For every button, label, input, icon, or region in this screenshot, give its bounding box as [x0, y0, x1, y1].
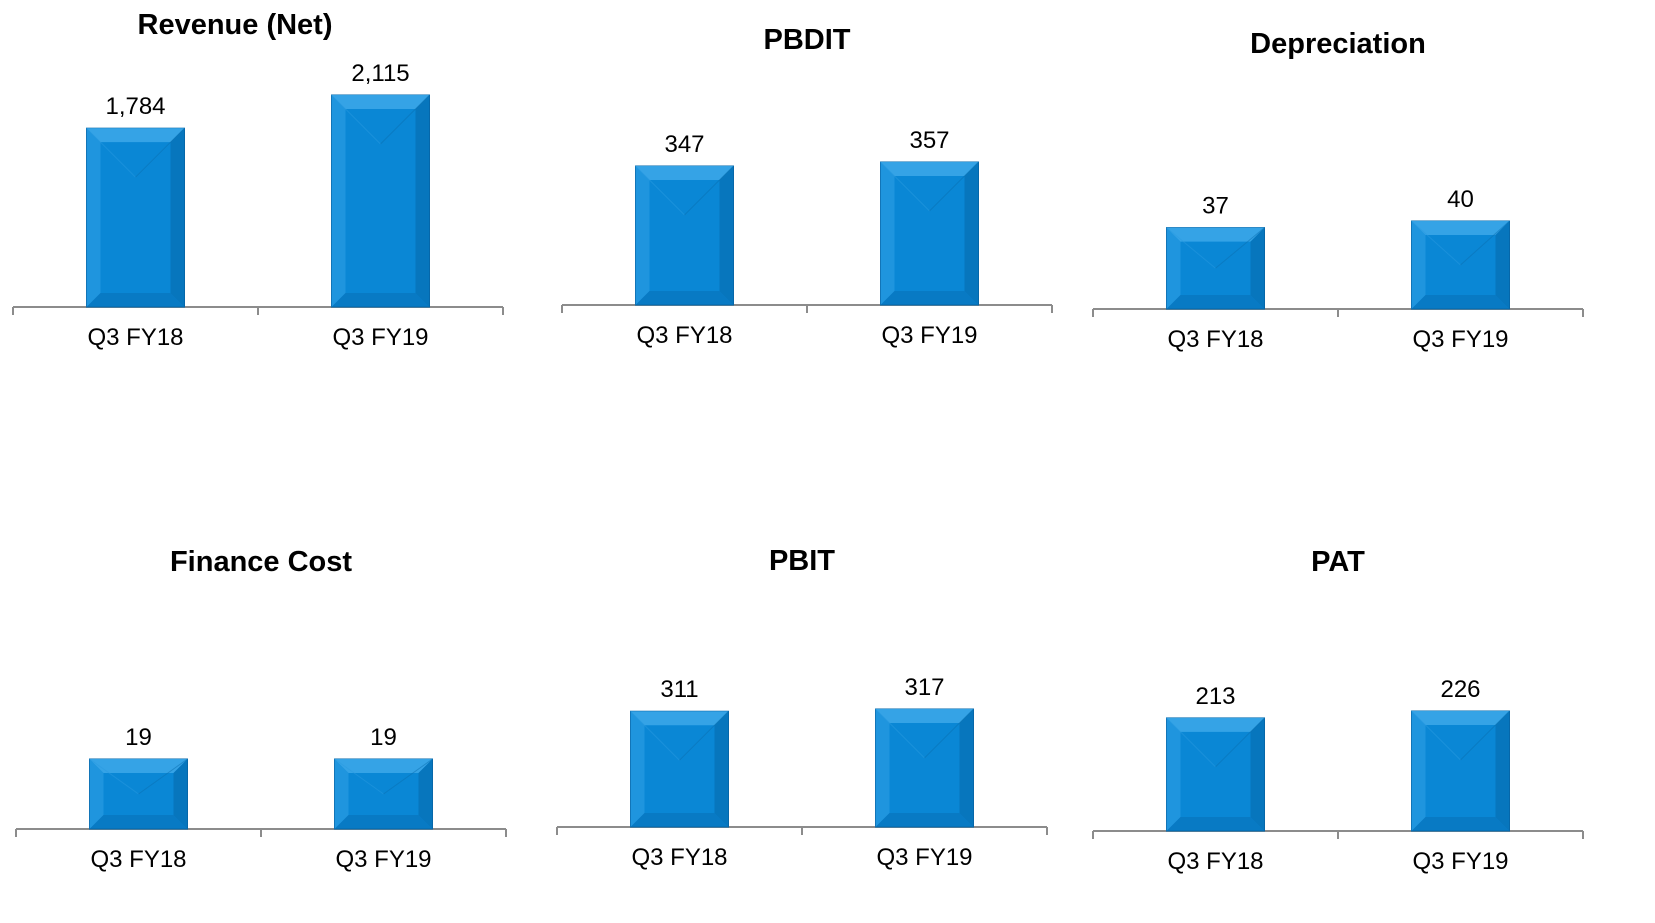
- chart-title: Depreciation: [1250, 28, 1426, 60]
- x-tick-label: Q3 FY18: [87, 324, 183, 351]
- chart-panel-0: Revenue (Net) 1,784 Q3 FY18 2,115 Q3 FY19: [12, 9, 504, 351]
- chart-panel-4: PBIT 311 Q3 FY18 317 Q3 FY19: [556, 545, 1048, 871]
- data-label: 19: [125, 724, 152, 751]
- data-label: 213: [1195, 683, 1235, 710]
- x-tick-label: Q3 FY19: [881, 322, 977, 349]
- chart-panel-3: Finance Cost 19 Q3 FY18 19 Q3 FY19: [15, 546, 507, 873]
- data-label: 226: [1440, 676, 1480, 703]
- bar: [630, 710, 729, 828]
- bar: [635, 165, 734, 306]
- bar: [89, 758, 188, 830]
- x-tick-label: Q3 FY18: [631, 844, 727, 871]
- chart-panel-5: PAT 213 Q3 FY18 226 Q3 FY19: [1092, 546, 1584, 875]
- data-label: 19: [370, 724, 397, 751]
- chart-title: Finance Cost: [170, 546, 352, 578]
- data-label: 37: [1202, 193, 1229, 220]
- chart-panel-1: PBDIT 347 Q3 FY18 357 Q3 FY19: [561, 24, 1053, 349]
- x-tick-label: Q3 FY19: [1412, 326, 1508, 353]
- data-label: 40: [1447, 186, 1474, 213]
- x-tick-label: Q3 FY19: [332, 324, 428, 351]
- chart-title: Revenue (Net): [138, 9, 333, 41]
- data-label: 317: [904, 674, 944, 701]
- chart-panel-2: Depreciation 37 Q3 FY18 40 Q3 FY19: [1092, 28, 1584, 353]
- data-label: 347: [664, 131, 704, 158]
- data-label: 311: [660, 676, 698, 703]
- data-label: 357: [909, 127, 949, 154]
- bar: [86, 127, 185, 308]
- x-tick-label: Q3 FY18: [636, 322, 732, 349]
- bar: [334, 758, 433, 830]
- bar: [1411, 710, 1510, 832]
- x-tick-label: Q3 FY19: [335, 846, 431, 873]
- chart-title: PBDIT: [764, 24, 851, 56]
- bar: [1166, 227, 1265, 310]
- x-tick-label: Q3 FY19: [876, 844, 972, 871]
- chart-title: PBIT: [769, 545, 835, 577]
- bar: [331, 94, 430, 308]
- x-tick-label: Q3 FY18: [1167, 326, 1263, 353]
- data-label: 2,115: [351, 60, 409, 87]
- chart-title: PAT: [1311, 546, 1365, 578]
- x-tick-label: Q3 FY18: [1167, 848, 1263, 875]
- bar: [1166, 717, 1265, 832]
- bar: [1411, 220, 1510, 310]
- x-tick-label: Q3 FY19: [1412, 848, 1508, 875]
- x-tick-label: Q3 FY18: [90, 846, 186, 873]
- bar: [880, 161, 979, 306]
- data-label: 1,784: [105, 93, 165, 120]
- bar: [875, 708, 974, 828]
